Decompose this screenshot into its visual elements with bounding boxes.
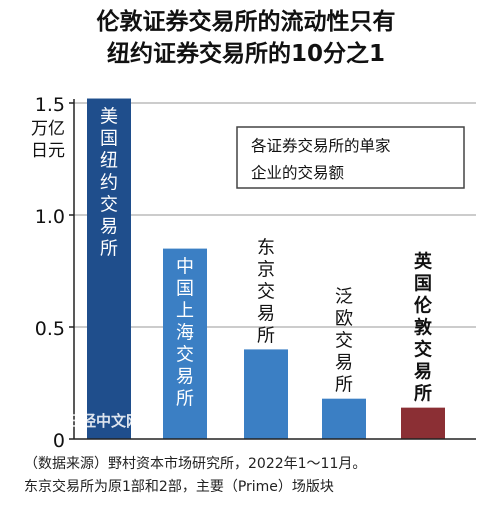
bar [322,398,366,439]
category-label-char: 海 [176,323,194,344]
bar [401,407,445,439]
y-axis-unit-text: 万亿 [31,119,65,139]
category-label-char: 上 [176,301,194,322]
category-label-char: 欧 [335,309,353,330]
category-label-char: 交 [257,281,275,302]
category-label-char: 易 [176,367,194,388]
category-label-char: 易 [335,353,353,374]
y-tick-label: 0.5 [35,318,65,340]
category-label-char: 所 [414,384,432,405]
category-label-char: 交 [100,195,118,216]
category-label-char: 易 [257,303,275,324]
category-label-char: 东 [257,237,275,258]
category-label-char: 美 [100,107,118,128]
chart-title-line-2: 纽约证券交易所的10分之1 [106,41,385,67]
category-label-char: 交 [335,331,353,352]
axis-layer: 0 0.5 1.0 1.5 [35,94,476,452]
legend-box: 各证券交易所的单家 企业的交易额 [236,126,465,189]
legend-line-2: 企业的交易额 [251,164,345,182]
y-tick-label: 0 [53,430,65,452]
category-label-char: 交 [414,339,432,361]
category-label-char: 所 [176,389,194,410]
footer-line-1: （数据来源）野村资本市场研究所，2022年1～11月。 [24,456,367,472]
footer-note: （数据来源）野村资本市场研究所，2022年1～11月。 东京交易所为原1部和2部… [24,453,484,499]
bar [163,248,207,439]
category-label-char: 所 [335,375,353,396]
footer-line-2: 东京交易所为原1部和2部，主要（Prime）场版块 [24,479,334,495]
bar [244,349,288,439]
legend-line-1: 各证券交易所的单家 [251,137,391,155]
y-tick-label: 1.0 [35,206,65,228]
chart-title: 伦敦证券交易所的流动性只有 纽约证券交易所的10分之1 [0,6,492,70]
legend-box-frame [236,126,465,189]
grid-layer [74,102,476,328]
watermark-text: 日经中文网 [66,412,141,430]
category-label-char: 英 [413,251,433,273]
category-label-char: 约 [100,173,118,194]
category-label-char: 伦 [414,295,433,317]
category-label-char: 国 [176,279,194,300]
category-label-char: 敦 [414,317,433,339]
category-label: 东京交易所 [257,237,275,346]
y-tick-label: 1.5 [35,94,65,116]
category-label-char: 纽 [100,151,118,172]
category-label-char: 所 [257,325,275,346]
category-label-char: 易 [414,362,432,383]
chart-title-line-1: 伦敦证券交易所的流动性只有 [96,9,396,35]
y-axis-unit-text: 日元 [31,141,65,161]
category-label-char: 所 [100,239,118,260]
category-label-char: 中 [176,257,194,278]
category-label-char: 交 [176,345,194,366]
category-label-char: 国 [414,274,432,295]
category-label-char: 泛 [335,287,353,308]
bar [87,98,131,440]
category-label-char: 国 [100,129,118,150]
category-label-char: 易 [100,217,118,238]
category-label-char: 京 [257,259,275,280]
